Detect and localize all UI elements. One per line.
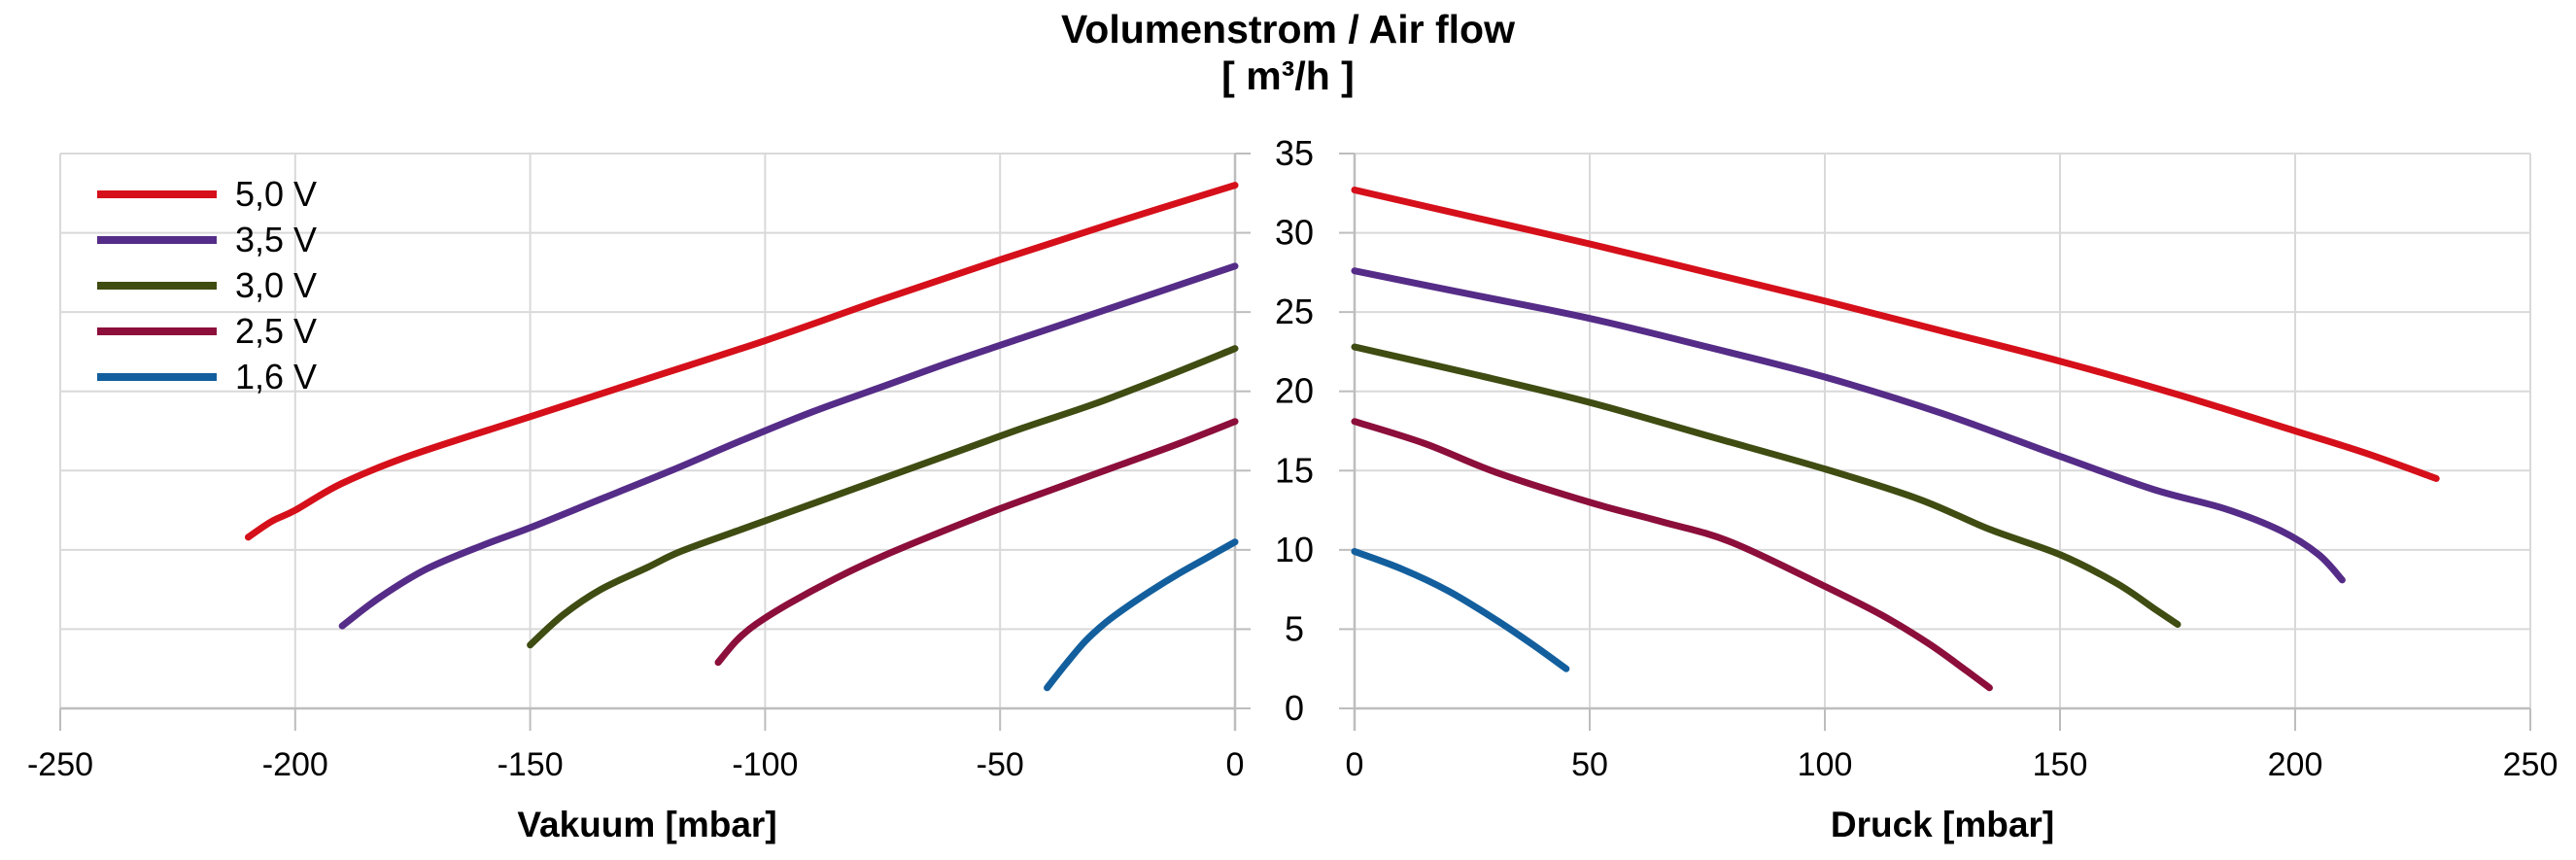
legend-color-line [97, 190, 217, 198]
legend-item: 5,0 V [97, 172, 317, 217]
x-tick-label: -250 [27, 746, 93, 783]
legend-item: 3,0 V [97, 263, 317, 308]
series-curve-3-5-v [1351, 267, 2346, 584]
legend-label: 1,6 V [235, 357, 318, 396]
druck-axis-title: Druck [mbar] [1830, 805, 2055, 844]
x-tick-label: 200 [2268, 746, 2323, 783]
y-tick-label: 25 [1275, 292, 1314, 331]
legend-item: 3,5 V [97, 218, 317, 262]
x-tick-label: 0 [1346, 746, 1364, 783]
legend-label: 5,0 V [235, 174, 318, 214]
y-tick-label: 10 [1275, 530, 1314, 569]
series-curve-3-5-v [338, 262, 1239, 630]
series-curve-3-0-v [1351, 343, 2181, 629]
legend-color-line [97, 327, 217, 335]
x-tick-label: 250 [2503, 746, 2559, 783]
legend-label: 2,5 V [235, 311, 318, 351]
x-tick-label: -100 [732, 746, 798, 783]
legend-item: 2,5 V [97, 309, 317, 354]
series-curve-1-6-v [1044, 538, 1239, 692]
y-tick-label: 5 [1285, 608, 1304, 648]
legend-label: 3,0 V [235, 265, 318, 305]
x-tick-label: -150 [498, 746, 564, 783]
series-curve-1-6-v [1351, 547, 1570, 672]
legend-color-line [97, 236, 217, 244]
y-tick-label: 30 [1275, 213, 1314, 253]
x-tick-label: 100 [1798, 746, 1853, 783]
series-curve-2-5-v [714, 418, 1239, 667]
legend-item: 1,6 V [97, 355, 317, 399]
x-tick-label: 50 [1571, 746, 1608, 783]
legend-color-line [97, 373, 217, 381]
y-tick-label: 15 [1275, 450, 1314, 490]
chart-title: Volumenstrom / Air flow [1061, 7, 1515, 52]
series-curve-5-0-v [244, 182, 1239, 541]
chart-subtitle: [ m³/h ] [1221, 53, 1355, 98]
x-tick-label: -50 [977, 746, 1024, 783]
series-curve-2-5-v [1351, 418, 1993, 692]
x-tick-label: 150 [2033, 746, 2088, 783]
x-tick-label: 0 [1226, 746, 1245, 783]
y-tick-label: 35 [1275, 133, 1314, 173]
y-tick-label: 20 [1275, 371, 1314, 411]
series-curve-3-0-v [527, 345, 1239, 649]
legend-color-line [97, 282, 217, 290]
legend-label: 3,5 V [235, 220, 318, 259]
vakuum-axis-title: Vakuum [mbar] [517, 805, 777, 844]
y-tick-label: 0 [1285, 688, 1304, 728]
series-curve-5-0-v [1351, 187, 2440, 482]
x-tick-label: -200 [262, 746, 328, 783]
